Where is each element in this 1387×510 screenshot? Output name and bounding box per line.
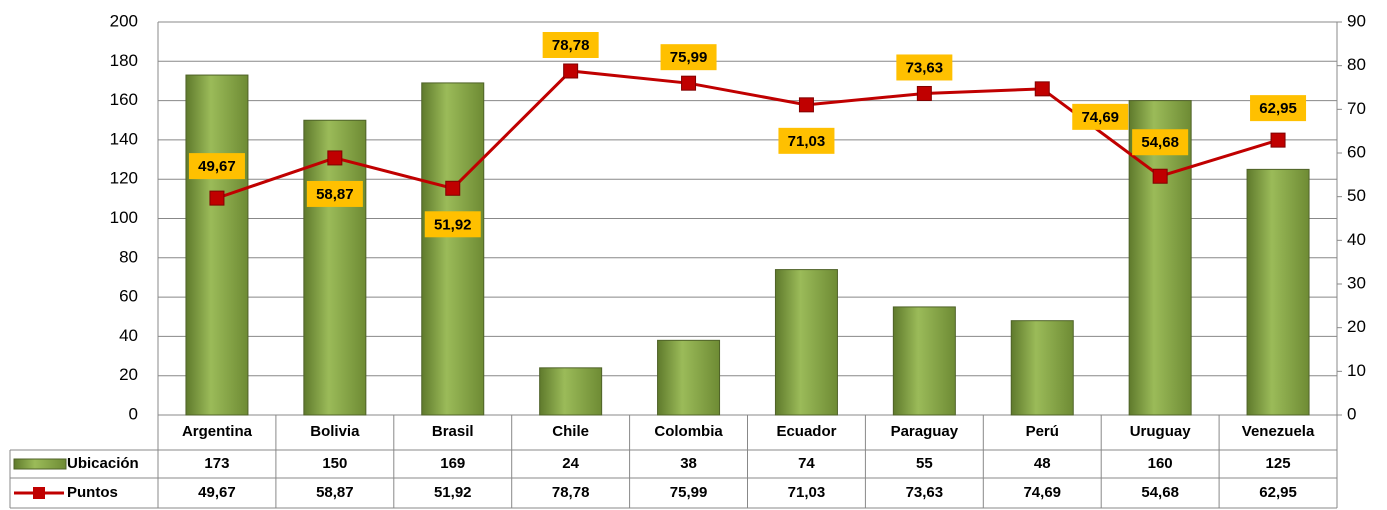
y2-tick-label: 80 (1347, 55, 1366, 74)
y2-tick-label: 40 (1347, 230, 1366, 249)
bar (1010, 320, 1074, 416)
x-tick-label: Ecuador (776, 423, 836, 440)
data-label-box (424, 211, 481, 238)
marker (445, 180, 461, 196)
y2-tick-label: 30 (1347, 273, 1366, 292)
data-label: 73,63 (906, 59, 944, 76)
x-tick-label: Venezuela (1242, 423, 1315, 440)
table-cell: 54,68 (1141, 484, 1179, 501)
x-tick-label: Perú (1026, 423, 1059, 440)
marker (1270, 132, 1286, 148)
table-cell: 51,92 (434, 484, 472, 501)
y-tick-label: 40 (119, 326, 138, 345)
data-label: 78,78 (552, 37, 590, 54)
marker (681, 75, 697, 91)
data-label: 54,68 (1141, 134, 1179, 151)
y-tick-label: 20 (119, 365, 138, 384)
marker (1034, 81, 1050, 97)
table-cell: 78,78 (552, 484, 590, 501)
marker (798, 97, 814, 113)
y2-tick-label: 50 (1347, 186, 1366, 205)
data-label: 49,67 (198, 158, 236, 175)
data-label: 71,03 (788, 133, 826, 150)
marker (916, 85, 932, 101)
data-label-box (188, 153, 245, 180)
data-label: 75,99 (670, 49, 708, 66)
y2-tick-label: 10 (1347, 361, 1366, 380)
marker (327, 150, 343, 166)
y-tick-label: 100 (110, 208, 138, 227)
table-cell: 48 (1034, 455, 1051, 472)
y-tick-label: 120 (110, 169, 138, 188)
bar (774, 269, 838, 416)
table-cell: 74,69 (1023, 484, 1061, 501)
x-tick-label: Argentina (182, 423, 253, 440)
y2-tick-label: 20 (1347, 317, 1366, 336)
x-tick-label: Paraguay (891, 423, 959, 440)
table-cell: 55 (916, 455, 933, 472)
x-tick-label: Brasil (432, 423, 474, 440)
table-cell: 74 (798, 455, 815, 472)
table-cell: 73,63 (906, 484, 944, 501)
table-cell: 58,87 (316, 484, 354, 501)
table-cell: 24 (562, 455, 579, 472)
table-cell: 150 (322, 455, 347, 472)
x-tick-label: Colombia (654, 423, 723, 440)
table-cell: 38 (680, 455, 697, 472)
y-tick-label: 160 (110, 90, 138, 109)
table-cell: 125 (1266, 455, 1291, 472)
table-cell: 49,67 (198, 484, 236, 501)
data-label-box (542, 31, 599, 58)
data-label-box (306, 180, 363, 207)
bar (185, 74, 249, 416)
data-label: 58,87 (316, 186, 354, 203)
table-cell: 160 (1148, 455, 1173, 472)
y-tick-label: 140 (110, 129, 138, 148)
data-label-box (778, 127, 835, 154)
bar (303, 119, 367, 416)
y-tick-label: 0 (129, 404, 138, 423)
data-label-box (1072, 103, 1129, 130)
marker (563, 63, 579, 79)
data-label: 62,95 (1259, 100, 1297, 117)
y2-tick-label: 0 (1347, 404, 1356, 423)
y-tick-label: 60 (119, 287, 138, 306)
y2-tick-label: 90 (1347, 11, 1366, 30)
legend-key (13, 458, 67, 470)
table-cell: 71,03 (788, 484, 826, 501)
y-tick-label: 180 (110, 51, 138, 70)
x-tick-label: Uruguay (1130, 423, 1192, 440)
bar (657, 339, 721, 416)
bar (539, 367, 603, 416)
line (216, 69, 1279, 200)
legend-label: Ubicación (67, 455, 139, 472)
legend-label: Puntos (67, 484, 118, 501)
y2-tick-label: 70 (1347, 99, 1366, 118)
table-cell: 75,99 (670, 484, 708, 501)
table-cell: 169 (440, 455, 465, 472)
legend-key (33, 487, 45, 499)
data-label: 74,69 (1081, 109, 1119, 126)
data-label-box (896, 54, 953, 81)
data-label-box (1132, 129, 1189, 156)
x-tick-label: Bolivia (310, 423, 360, 440)
bar (1246, 168, 1310, 416)
y-tick-label: 200 (110, 11, 138, 30)
table-cell: 62,95 (1259, 484, 1297, 501)
data-label: 51,92 (434, 216, 472, 233)
x-tick-label: Chile (552, 423, 589, 440)
bar (892, 306, 956, 416)
data-label-box (1250, 95, 1307, 122)
y2-tick-label: 60 (1347, 142, 1366, 161)
bar (421, 82, 485, 416)
data-label-box (660, 44, 717, 71)
marker (1152, 168, 1168, 184)
y-tick-label: 80 (119, 247, 138, 266)
table-cell: 173 (204, 455, 229, 472)
marker (209, 190, 225, 206)
